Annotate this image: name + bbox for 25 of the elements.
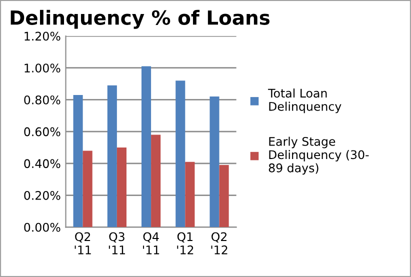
x-tick-label: Q1 '12 xyxy=(177,232,194,254)
bar xyxy=(107,85,117,228)
y-tick-label: 0.80% xyxy=(24,95,60,104)
legend-label: Total Loan Delinquency xyxy=(268,88,342,114)
y-tick-label: 1.00% xyxy=(24,64,60,73)
x-tick-label: Q4 '11 xyxy=(143,232,160,254)
x-tick-label: Q2 '11 xyxy=(74,232,91,254)
legend-label: Early Stage Delinquency (30- 89 days) xyxy=(268,136,369,175)
y-tick-label: 0.60% xyxy=(24,127,60,136)
bar xyxy=(141,66,152,228)
y-tick-label: 1.20% xyxy=(24,32,60,41)
chart-title: Delinquency % of Loans xyxy=(10,10,270,29)
bar xyxy=(219,165,229,228)
y-tick-label: 0.20% xyxy=(24,191,60,200)
y-tick-label: 0.00% xyxy=(24,222,60,232)
bar xyxy=(151,134,161,228)
bar xyxy=(176,80,186,228)
bar xyxy=(210,96,220,228)
x-tick-label: Q3 '11 xyxy=(108,232,125,254)
bar xyxy=(116,148,126,228)
bar xyxy=(82,150,92,228)
bar xyxy=(73,94,83,228)
bar xyxy=(185,162,195,228)
y-tick-label: 0.40% xyxy=(24,159,60,168)
x-tick-label: Q2 '12 xyxy=(211,232,228,254)
